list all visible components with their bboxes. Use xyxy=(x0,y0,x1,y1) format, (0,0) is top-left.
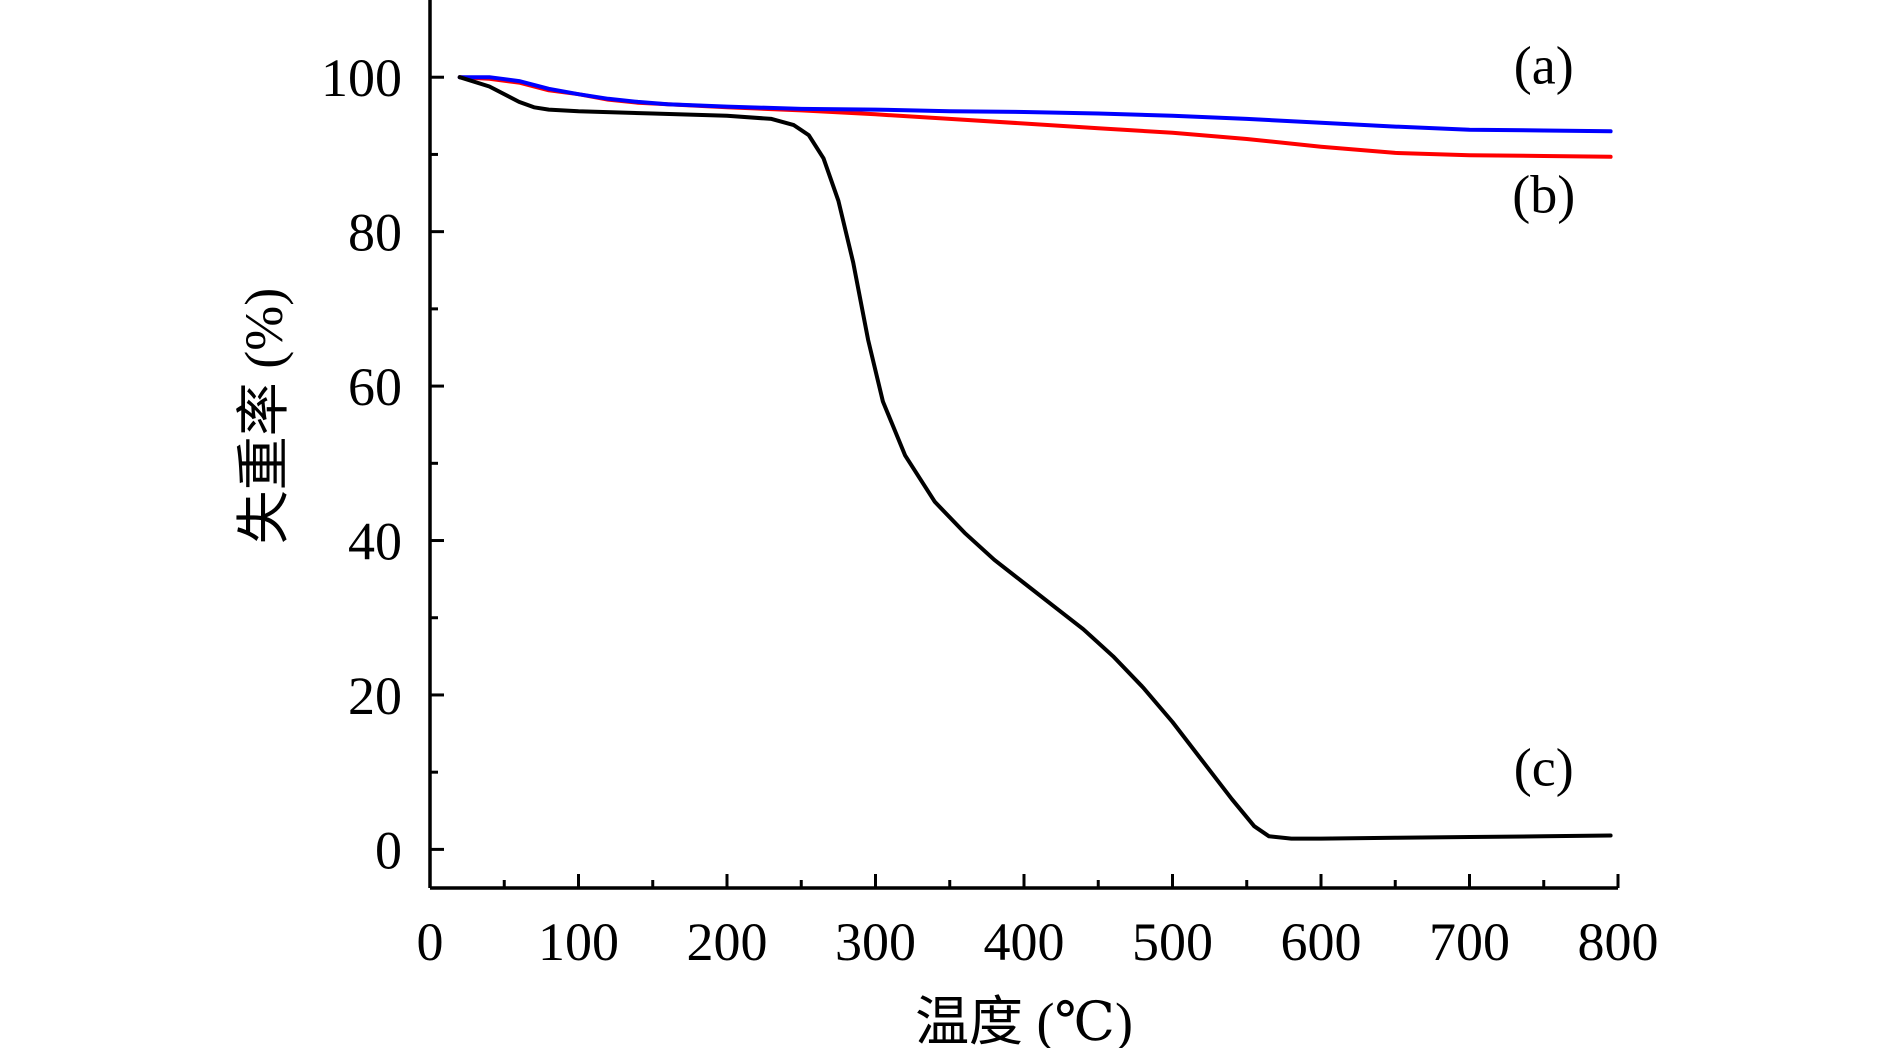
y-tick-label: 80 xyxy=(348,203,402,263)
x-axis-title: 温度 (℃) xyxy=(915,992,1133,1048)
axes: 0 100 200 300 400 500 600 700 800 0 20 40 60 80 100 xyxy=(321,0,1659,972)
y-axis-title: 失重率 (%) xyxy=(234,288,294,544)
series-line-2 xyxy=(457,75,1613,841)
curve-label-0: (a) xyxy=(1514,35,1574,95)
x-tick-label: 700 xyxy=(1429,912,1510,972)
curve-label-2: (c) xyxy=(1514,737,1574,797)
x-tick-label: 0 xyxy=(417,912,444,972)
curve-label-1: (b) xyxy=(1512,164,1575,224)
y-tick-label: 0 xyxy=(375,820,402,880)
x-tick-label: 800 xyxy=(1578,912,1659,972)
series-line-0 xyxy=(457,75,1613,134)
curve-labels: (a) (b) (c) xyxy=(1512,35,1575,797)
x-tick-label: 400 xyxy=(984,912,1065,972)
series-layer xyxy=(457,75,1613,841)
y-tick-label: 20 xyxy=(348,666,402,726)
y-tick-label: 100 xyxy=(321,48,402,108)
x-tick-label: 100 xyxy=(538,912,619,972)
x-tick-label: 200 xyxy=(687,912,768,972)
y-tick-label: 60 xyxy=(348,357,402,417)
x-tick-label: 500 xyxy=(1132,912,1213,972)
x-tick-label: 300 xyxy=(835,912,916,972)
x-tick-label: 600 xyxy=(1281,912,1362,972)
y-tick-label: 40 xyxy=(348,512,402,572)
